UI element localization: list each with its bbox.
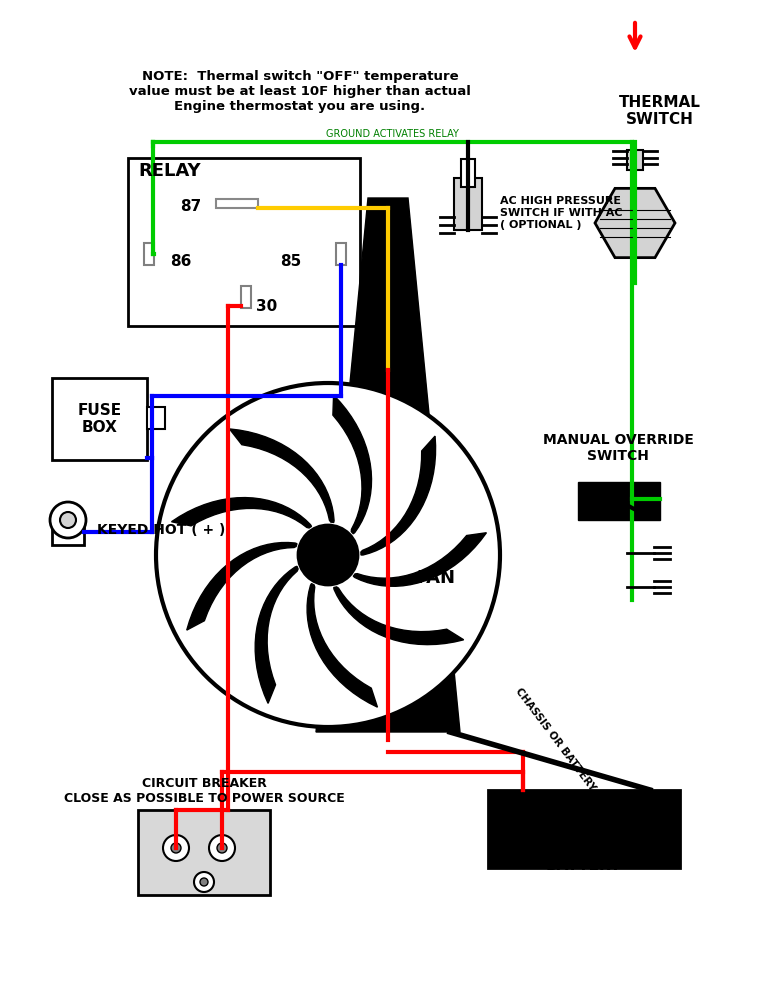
- Bar: [128, 158, 360, 326]
- Polygon shape: [171, 498, 312, 528]
- Polygon shape: [307, 583, 377, 707]
- Text: CIRCUIT BREAKER
CLOSE AS POSSIBLE TO POWER SOURCE: CIRCUIT BREAKER CLOSE AS POSSIBLE TO POW…: [64, 777, 344, 805]
- Bar: [488, 790, 680, 868]
- Circle shape: [217, 843, 227, 853]
- Circle shape: [163, 835, 189, 861]
- Circle shape: [60, 512, 76, 528]
- Text: AC HIGH PRESSURE
SWITCH IF WITH AC
( OPTIONAL ): AC HIGH PRESSURE SWITCH IF WITH AC ( OPT…: [500, 197, 623, 230]
- Polygon shape: [230, 429, 334, 523]
- Bar: [144, 243, 154, 265]
- Text: −: −: [643, 840, 661, 860]
- Polygon shape: [361, 436, 435, 555]
- Text: FUSE
BOX: FUSE BOX: [78, 403, 121, 435]
- Text: 87: 87: [180, 199, 201, 214]
- Text: 86: 86: [170, 254, 191, 269]
- Bar: [454, 178, 482, 230]
- Bar: [241, 286, 251, 308]
- Text: THERMAL
SWITCH: THERMAL SWITCH: [619, 95, 701, 127]
- Text: NOTE:  Thermal switch "OFF" temperature
value must be at least 10F higher than a: NOTE: Thermal switch "OFF" temperature v…: [129, 70, 471, 113]
- Bar: [578, 482, 660, 520]
- Text: +: +: [514, 840, 532, 860]
- Text: KEYED HOT ( + ): KEYED HOT ( + ): [97, 523, 225, 537]
- Text: GROUND ACTIVATES RELAY: GROUND ACTIVATES RELAY: [326, 129, 458, 139]
- Bar: [370, 311, 406, 335]
- Polygon shape: [353, 533, 486, 586]
- Text: RELAY: RELAY: [138, 162, 200, 180]
- Circle shape: [156, 383, 500, 727]
- Polygon shape: [187, 543, 297, 630]
- Bar: [216, 199, 258, 208]
- Polygon shape: [255, 567, 298, 704]
- Circle shape: [298, 525, 358, 585]
- Circle shape: [200, 878, 208, 886]
- Text: 30: 30: [256, 299, 277, 314]
- Polygon shape: [334, 586, 464, 645]
- Text: 85: 85: [280, 254, 301, 269]
- Polygon shape: [333, 395, 372, 534]
- Bar: [461, 159, 475, 187]
- Circle shape: [194, 872, 214, 892]
- Bar: [52, 378, 147, 460]
- Text: MANUAL OVERRIDE
SWITCH: MANUAL OVERRIDE SWITCH: [542, 433, 694, 463]
- Polygon shape: [595, 188, 675, 257]
- Text: BATTERY: BATTERY: [546, 858, 622, 873]
- Text: FAN: FAN: [416, 569, 455, 587]
- Bar: [627, 150, 643, 170]
- Text: CHASSIS OR BATTERY GROUND: CHASSIS OR BATTERY GROUND: [514, 686, 631, 836]
- Bar: [52, 521, 84, 545]
- Bar: [370, 336, 406, 360]
- Circle shape: [209, 835, 235, 861]
- Bar: [336, 243, 346, 265]
- Bar: [147, 407, 165, 429]
- Bar: [138, 810, 270, 895]
- Circle shape: [171, 843, 181, 853]
- Polygon shape: [316, 198, 460, 732]
- Circle shape: [50, 502, 86, 538]
